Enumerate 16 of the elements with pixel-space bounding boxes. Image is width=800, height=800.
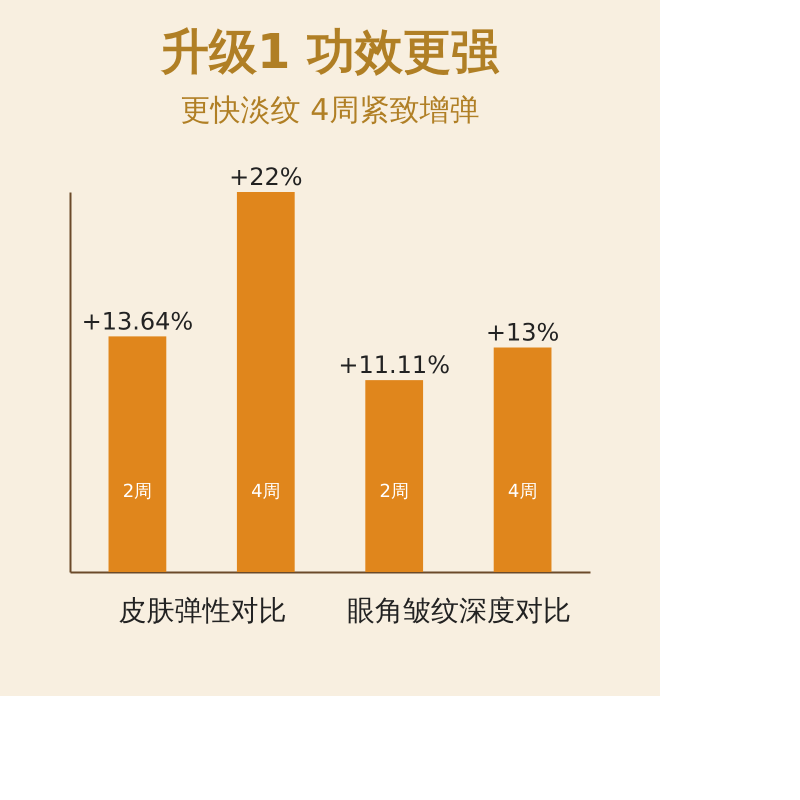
- bar: [236, 192, 295, 572]
- text: 皮肤弹性对比: [118, 594, 286, 627]
- bar: [108, 336, 166, 572]
- chart-subtitle: 更快淡纹 4周紧致增弹: [180, 93, 480, 128]
- text: 眼角皱纹深度对比: [347, 594, 572, 627]
- chart-title: 升级1 功效更强: [160, 24, 500, 80]
- data-label: +13%: [486, 318, 560, 346]
- x-tick-label: 2周: [379, 481, 409, 502]
- data-label: +22%: [229, 163, 303, 191]
- bar: [365, 380, 424, 572]
- x-tick-label: 4周: [251, 481, 281, 502]
- data-label: +11.11%: [338, 351, 450, 380]
- x-tick-label: 4周: [508, 481, 538, 502]
- data-label: +13.64%: [82, 307, 194, 336]
- x-tick-label: 2周: [122, 481, 152, 502]
- bar: [494, 347, 552, 572]
